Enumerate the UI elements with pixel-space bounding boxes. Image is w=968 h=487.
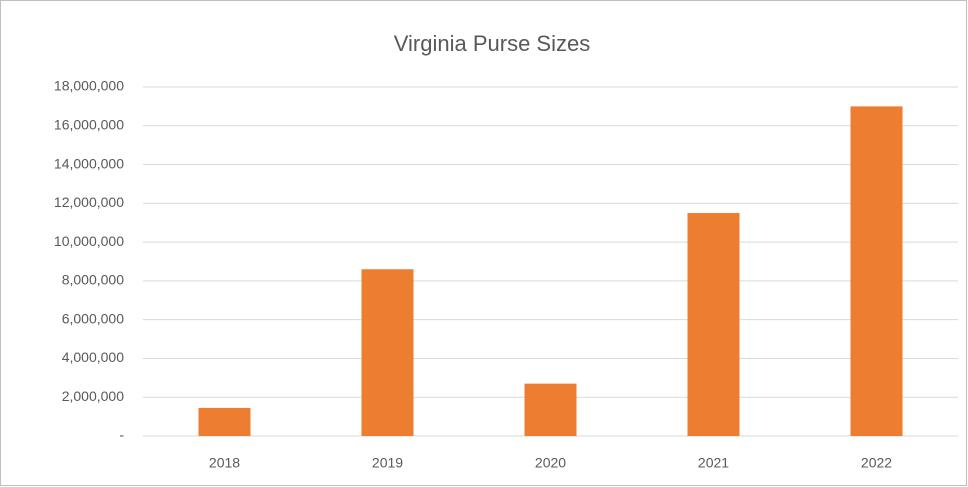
x-tick-label: 2018 <box>209 455 240 471</box>
y-tick-label: 12,000,000 <box>54 194 124 210</box>
x-tick-label: 2020 <box>535 455 566 471</box>
y-tick-label: 4,000,000 <box>62 349 124 365</box>
y-tick-label: 18,000,000 <box>54 78 124 94</box>
y-tick-label: 14,000,000 <box>54 155 124 171</box>
y-tick-label: 6,000,000 <box>62 310 124 326</box>
y-tick-label: 10,000,000 <box>54 233 124 249</box>
bar <box>687 213 740 436</box>
x-tick-label: 2022 <box>861 455 892 471</box>
y-tick-label: 16,000,000 <box>54 116 124 132</box>
bar <box>850 106 903 436</box>
bar <box>198 407 251 436</box>
x-tick-label: 2019 <box>372 455 403 471</box>
chart-title: Virginia Purse Sizes <box>394 31 590 56</box>
bar <box>361 269 414 436</box>
x-tick-label: 2021 <box>698 455 729 471</box>
y-tick-label: - <box>119 427 124 443</box>
y-tick-label: 8,000,000 <box>62 272 124 288</box>
y-tick-label: 2,000,000 <box>62 388 124 404</box>
bar <box>524 383 577 436</box>
